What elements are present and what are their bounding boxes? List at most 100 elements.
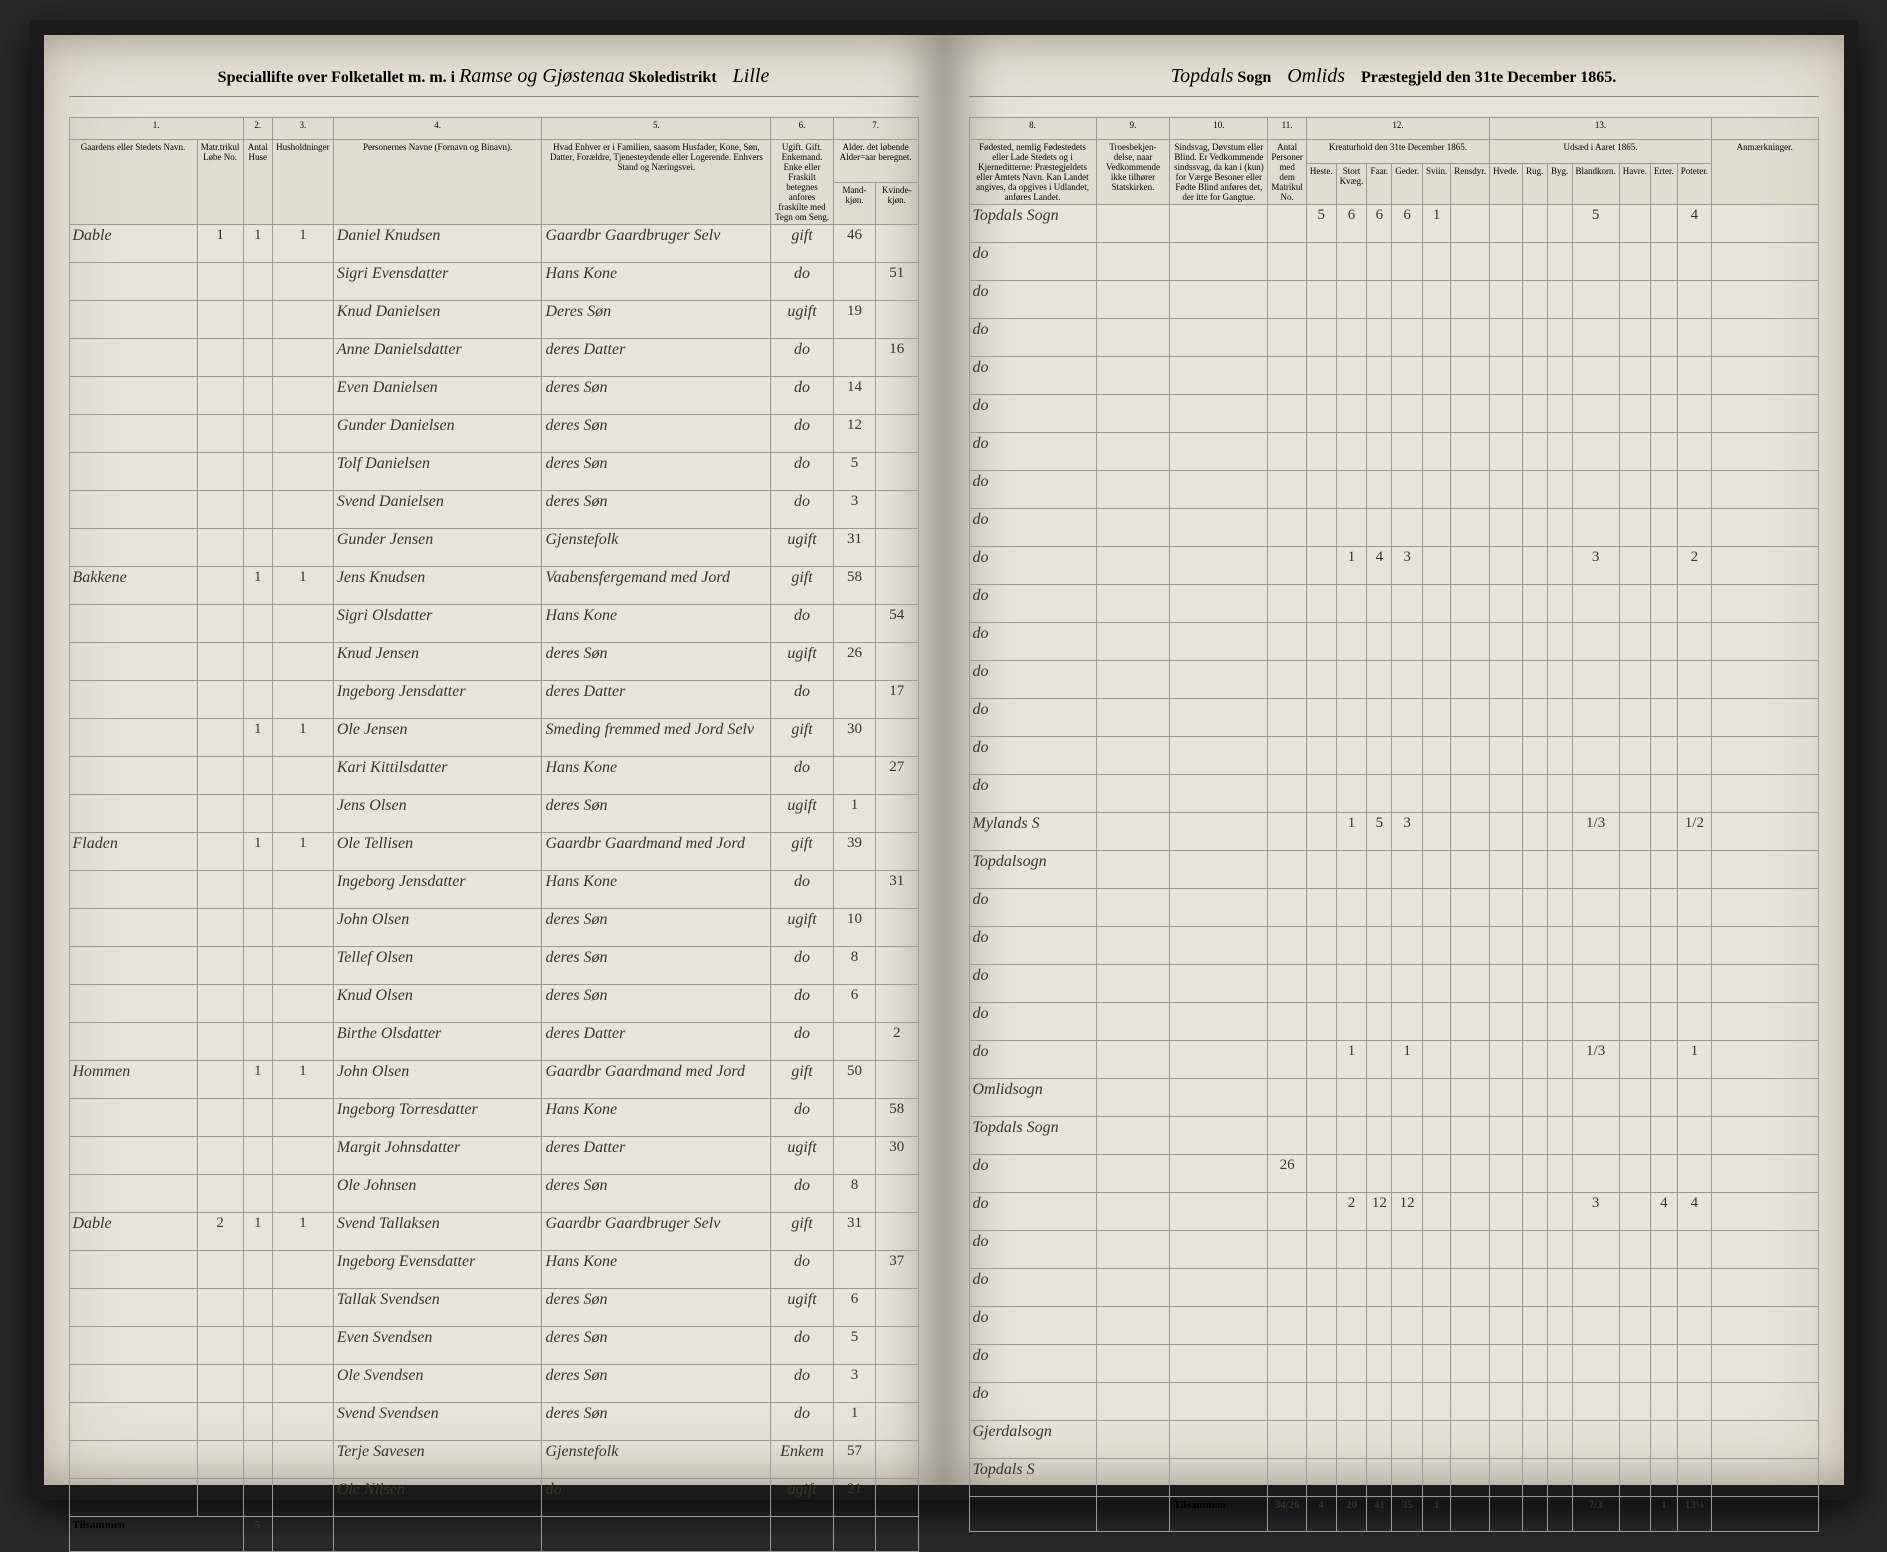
c13a bbox=[1490, 433, 1523, 471]
c12e bbox=[1423, 1269, 1451, 1307]
relation-cell: deres Datter bbox=[542, 339, 771, 377]
c11-cell bbox=[1268, 1193, 1307, 1231]
c12c bbox=[1367, 737, 1392, 775]
remark-cell bbox=[1712, 1193, 1819, 1231]
faith-cell bbox=[1096, 699, 1170, 737]
c13g bbox=[1677, 1459, 1711, 1497]
hh-cell bbox=[272, 947, 333, 985]
matnr-cell bbox=[197, 1327, 243, 1365]
house-cell bbox=[243, 1137, 272, 1175]
c13d: 1/3 bbox=[1572, 1041, 1619, 1079]
age-m-cell bbox=[833, 757, 875, 795]
farm-cell bbox=[69, 339, 197, 377]
remark-cell bbox=[1712, 357, 1819, 395]
hh-cell bbox=[272, 301, 333, 339]
table-row: Jens Olsenderes Sønugift1 bbox=[69, 795, 918, 833]
faith-cell bbox=[1096, 395, 1170, 433]
status-cell: do bbox=[771, 491, 833, 529]
matnr-cell bbox=[197, 985, 243, 1023]
disab-cell bbox=[1170, 965, 1268, 1003]
c12f bbox=[1451, 205, 1490, 243]
matnr-cell bbox=[197, 795, 243, 833]
disab-cell bbox=[1170, 547, 1268, 585]
c13e bbox=[1619, 1079, 1650, 1117]
faith-cell bbox=[1096, 547, 1170, 585]
disab-cell bbox=[1170, 699, 1268, 737]
c11-cell bbox=[1268, 737, 1307, 775]
faith-cell bbox=[1096, 1421, 1170, 1459]
c12a bbox=[1306, 775, 1336, 813]
c12f bbox=[1451, 661, 1490, 699]
c13b bbox=[1522, 205, 1547, 243]
faith-cell bbox=[1096, 1345, 1170, 1383]
birth-cell: do bbox=[969, 1003, 1096, 1041]
name-cell: Knud Jensen bbox=[333, 643, 542, 681]
table-row: do bbox=[969, 357, 1818, 395]
relation-cell: deres Søn bbox=[542, 1403, 771, 1441]
col5-head: Hvad Enhver er i Familien, saasom Husfad… bbox=[542, 140, 771, 225]
status-cell: ugift bbox=[771, 643, 833, 681]
c12c bbox=[1367, 319, 1392, 357]
c13e bbox=[1619, 1155, 1650, 1193]
c13f bbox=[1651, 1079, 1678, 1117]
house-cell bbox=[243, 1327, 272, 1365]
c12d: 1 bbox=[1392, 1041, 1423, 1079]
age-m-cell bbox=[833, 339, 875, 377]
relation-cell: deres Søn bbox=[542, 453, 771, 491]
c12b bbox=[1336, 737, 1367, 775]
relation-cell: deres Datter bbox=[542, 1137, 771, 1175]
c12d bbox=[1392, 1307, 1423, 1345]
matnr-cell bbox=[197, 681, 243, 719]
c13a bbox=[1490, 1079, 1523, 1117]
c13c bbox=[1547, 205, 1572, 243]
c12c bbox=[1367, 433, 1392, 471]
hh-cell bbox=[272, 1175, 333, 1213]
age-f-cell: 58 bbox=[876, 1099, 918, 1137]
age-f-cell bbox=[876, 377, 918, 415]
c12b bbox=[1336, 1459, 1367, 1497]
c11-cell bbox=[1268, 661, 1307, 699]
col8-num: 8. bbox=[969, 118, 1096, 140]
name-cell: Gunder Jensen bbox=[333, 529, 542, 567]
c13f bbox=[1651, 585, 1678, 623]
c13b bbox=[1522, 395, 1547, 433]
sogn-label: Sogn bbox=[1237, 69, 1271, 86]
c13a bbox=[1490, 623, 1523, 661]
faith-cell bbox=[1096, 813, 1170, 851]
farm-cell: Hommen bbox=[69, 1061, 197, 1099]
c13e bbox=[1619, 319, 1650, 357]
name-cell: Jens Olsen bbox=[333, 795, 542, 833]
c13e bbox=[1619, 471, 1650, 509]
col10-head: Sindsvag, Døvstum eller Blind. Er Vedkom… bbox=[1170, 140, 1268, 205]
c13f bbox=[1651, 1041, 1678, 1079]
table-row: Svend Danielsenderes Søndo3 bbox=[69, 491, 918, 529]
matnr-cell bbox=[197, 1441, 243, 1479]
relation-cell: Hans Kone bbox=[542, 757, 771, 795]
faith-cell bbox=[1096, 661, 1170, 699]
table-row: do bbox=[969, 1231, 1818, 1269]
birth-cell: do bbox=[969, 699, 1096, 737]
house-cell bbox=[243, 871, 272, 909]
c13c bbox=[1547, 547, 1572, 585]
status-cell: ugift bbox=[771, 1289, 833, 1327]
table-row: John Olsenderes Sønugift10 bbox=[69, 909, 918, 947]
c12b bbox=[1336, 927, 1367, 965]
c12e bbox=[1423, 1193, 1451, 1231]
c13g: 2 bbox=[1677, 547, 1711, 585]
disab-cell bbox=[1170, 1003, 1268, 1041]
c13f bbox=[1651, 1003, 1678, 1041]
c12c bbox=[1367, 965, 1392, 1003]
table-row: Ingeborg Jensdatterderes Datterdo17 bbox=[69, 681, 918, 719]
c11-cell bbox=[1268, 509, 1307, 547]
remark-cell bbox=[1712, 547, 1819, 585]
hh-cell bbox=[272, 1479, 333, 1517]
c13a bbox=[1490, 927, 1523, 965]
c12e bbox=[1423, 775, 1451, 813]
table-row: do bbox=[969, 889, 1818, 927]
hh-cell bbox=[272, 643, 333, 681]
h13d: Blandkorn. bbox=[1572, 164, 1619, 205]
table-row: do bbox=[969, 1307, 1818, 1345]
relation-cell: deres Datter bbox=[542, 681, 771, 719]
c13a bbox=[1490, 509, 1523, 547]
table-row: Fladen11Ole TellisenGaardbr Gaardmand me… bbox=[69, 833, 918, 871]
